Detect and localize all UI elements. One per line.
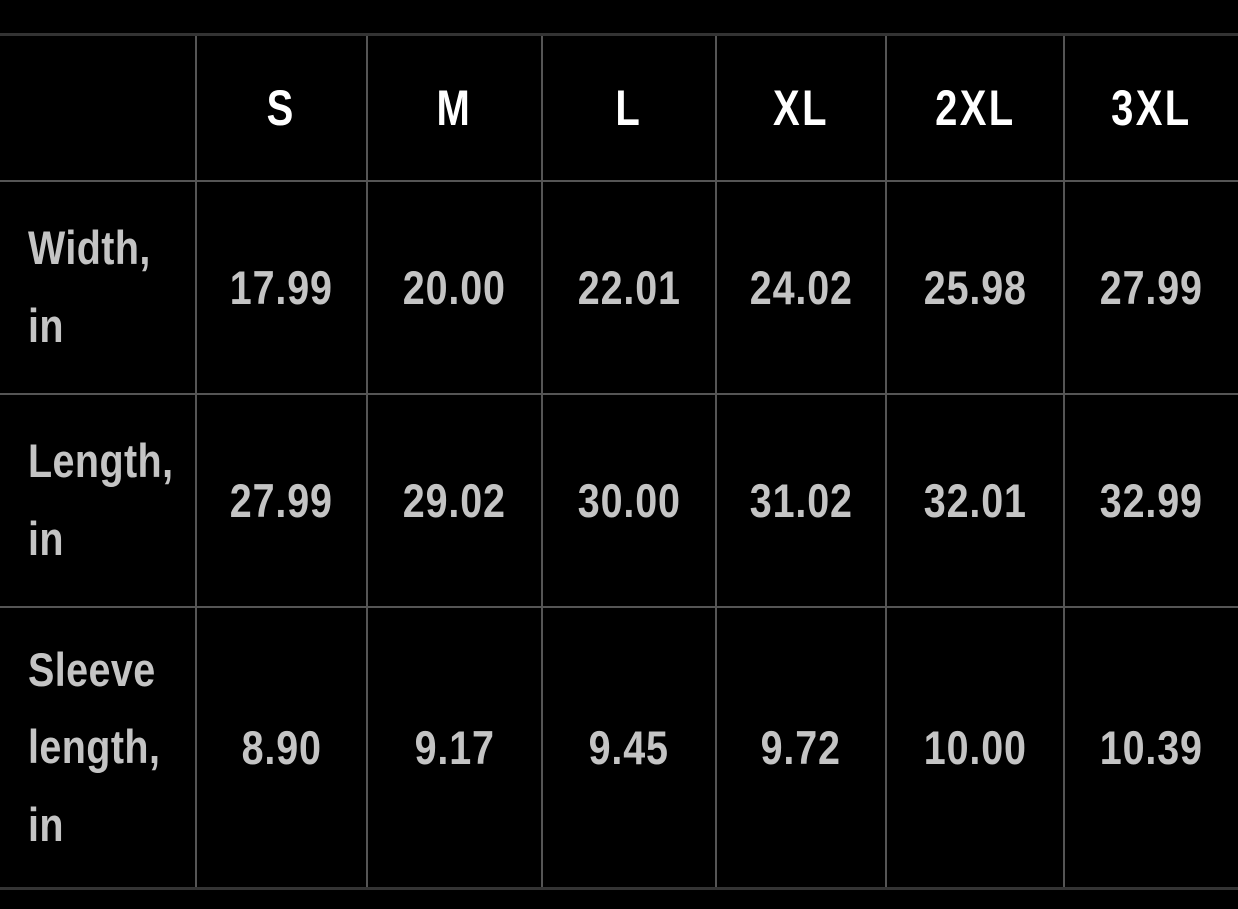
col-header-2xl: 2XL xyxy=(885,33,1065,182)
cell-length-xl-value: 31.02 xyxy=(749,473,853,527)
size-header-row: S M L XL 2XL 3XL xyxy=(0,33,1238,182)
cell-sleeve-3xl: 10.39 xyxy=(1063,605,1238,890)
row-label-sleeve-text: Sleeve length, in xyxy=(27,642,160,852)
col-header-3xl-label: 3XL xyxy=(1111,79,1192,136)
size-chart-panel: S M L XL 2XL 3XL Width, in 17.99 20.00 2… xyxy=(0,33,1238,909)
col-header-3xl: 3XL xyxy=(1063,33,1238,182)
col-header-s-label: S xyxy=(266,79,297,136)
col-header-xl: XL xyxy=(715,33,887,182)
cell-width-s-value: 17.99 xyxy=(229,260,334,314)
table-row-sleeve: Sleeve length, in 8.90 9.17 9.45 9.72 10… xyxy=(0,605,1238,890)
row-label-sleeve: Sleeve length, in xyxy=(0,605,197,890)
corner-cell xyxy=(0,33,197,182)
cell-length-m: 29.02 xyxy=(366,392,543,608)
cell-width-m-value: 20.00 xyxy=(402,260,507,314)
cell-width-l: 22.01 xyxy=(541,179,717,395)
cell-width-3xl-value: 27.99 xyxy=(1099,260,1204,314)
cell-sleeve-s: 8.90 xyxy=(195,605,368,890)
cell-length-xl: 31.02 xyxy=(715,392,887,608)
cell-length-m-value: 29.02 xyxy=(402,473,507,527)
table-row-length: Length, in 27.99 29.02 30.00 31.02 32.01… xyxy=(0,392,1238,608)
cell-sleeve-l: 9.45 xyxy=(541,605,717,890)
row-label-length-text: Length, in xyxy=(27,434,173,565)
cell-width-3xl: 27.99 xyxy=(1063,179,1238,395)
col-header-m-label: M xyxy=(436,79,473,136)
cell-width-s: 17.99 xyxy=(195,179,368,395)
col-header-s: S xyxy=(195,33,368,182)
cell-length-3xl: 32.99 xyxy=(1063,392,1238,608)
cell-width-2xl-value: 25.98 xyxy=(923,260,1027,314)
cell-length-s-value: 27.99 xyxy=(229,473,334,527)
cell-length-s: 27.99 xyxy=(195,392,368,608)
row-label-length: Length, in xyxy=(0,392,197,608)
cell-sleeve-2xl: 10.00 xyxy=(885,605,1065,890)
cell-sleeve-xl: 9.72 xyxy=(715,605,887,890)
cell-length-3xl-value: 32.99 xyxy=(1099,473,1204,527)
cell-length-l-value: 30.00 xyxy=(577,473,681,527)
row-label-width: Width, in xyxy=(0,179,197,395)
cell-width-m: 20.00 xyxy=(366,179,543,395)
cell-sleeve-xl-value: 9.72 xyxy=(760,720,842,774)
cell-sleeve-m: 9.17 xyxy=(366,605,543,890)
cell-length-2xl-value: 32.01 xyxy=(923,473,1027,527)
row-label-width-text: Width, in xyxy=(27,221,151,352)
cell-width-xl-value: 24.02 xyxy=(749,260,853,314)
cell-length-2xl: 32.01 xyxy=(885,392,1065,608)
cell-length-l: 30.00 xyxy=(541,392,717,608)
cell-sleeve-m-value: 9.17 xyxy=(414,720,495,774)
cell-width-xl: 24.02 xyxy=(715,179,887,395)
cell-sleeve-3xl-value: 10.39 xyxy=(1099,720,1204,774)
cell-width-2xl: 25.98 xyxy=(885,179,1065,395)
col-header-xl-label: XL xyxy=(773,79,829,136)
size-chart-table: S M L XL 2XL 3XL Width, in 17.99 20.00 2… xyxy=(0,33,1238,890)
col-header-2xl-label: 2XL xyxy=(934,79,1016,136)
cell-sleeve-s-value: 8.90 xyxy=(241,720,322,774)
table-row-width: Width, in 17.99 20.00 22.01 24.02 25.98 … xyxy=(0,179,1238,395)
cell-width-l-value: 22.01 xyxy=(577,260,681,314)
cell-sleeve-l-value: 9.45 xyxy=(588,720,670,774)
cell-sleeve-2xl-value: 10.00 xyxy=(923,720,1027,774)
col-header-l-label: L xyxy=(615,79,643,136)
col-header-m: M xyxy=(366,33,543,182)
col-header-l: L xyxy=(541,33,717,182)
